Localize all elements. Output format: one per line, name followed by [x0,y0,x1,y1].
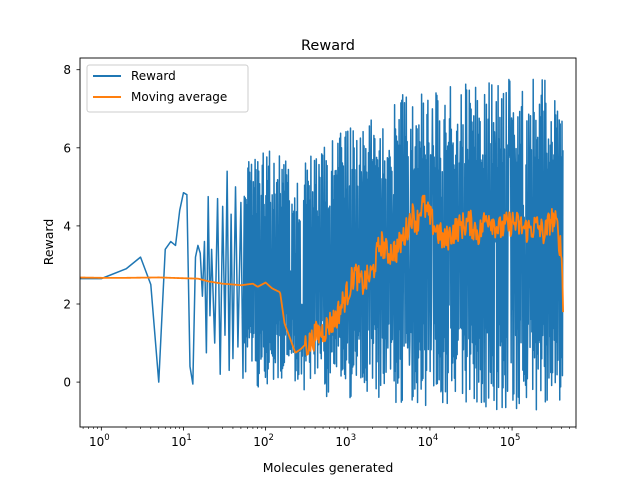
y-tick-label: 6 [63,141,71,155]
y-tick-label: 8 [63,63,71,77]
x-axis-label: Molecules generated [263,460,394,475]
y-tick-label: 4 [63,219,71,233]
y-tick-label: 2 [63,298,71,312]
y-axis-label: Reward [41,219,56,266]
y-tick-label: 0 [63,376,71,390]
legend: Reward Moving average [87,65,248,112]
legend-label-moving-average: Moving average [131,90,227,104]
legend-label-reward: Reward [131,69,176,83]
chart-title: Reward [301,38,355,54]
